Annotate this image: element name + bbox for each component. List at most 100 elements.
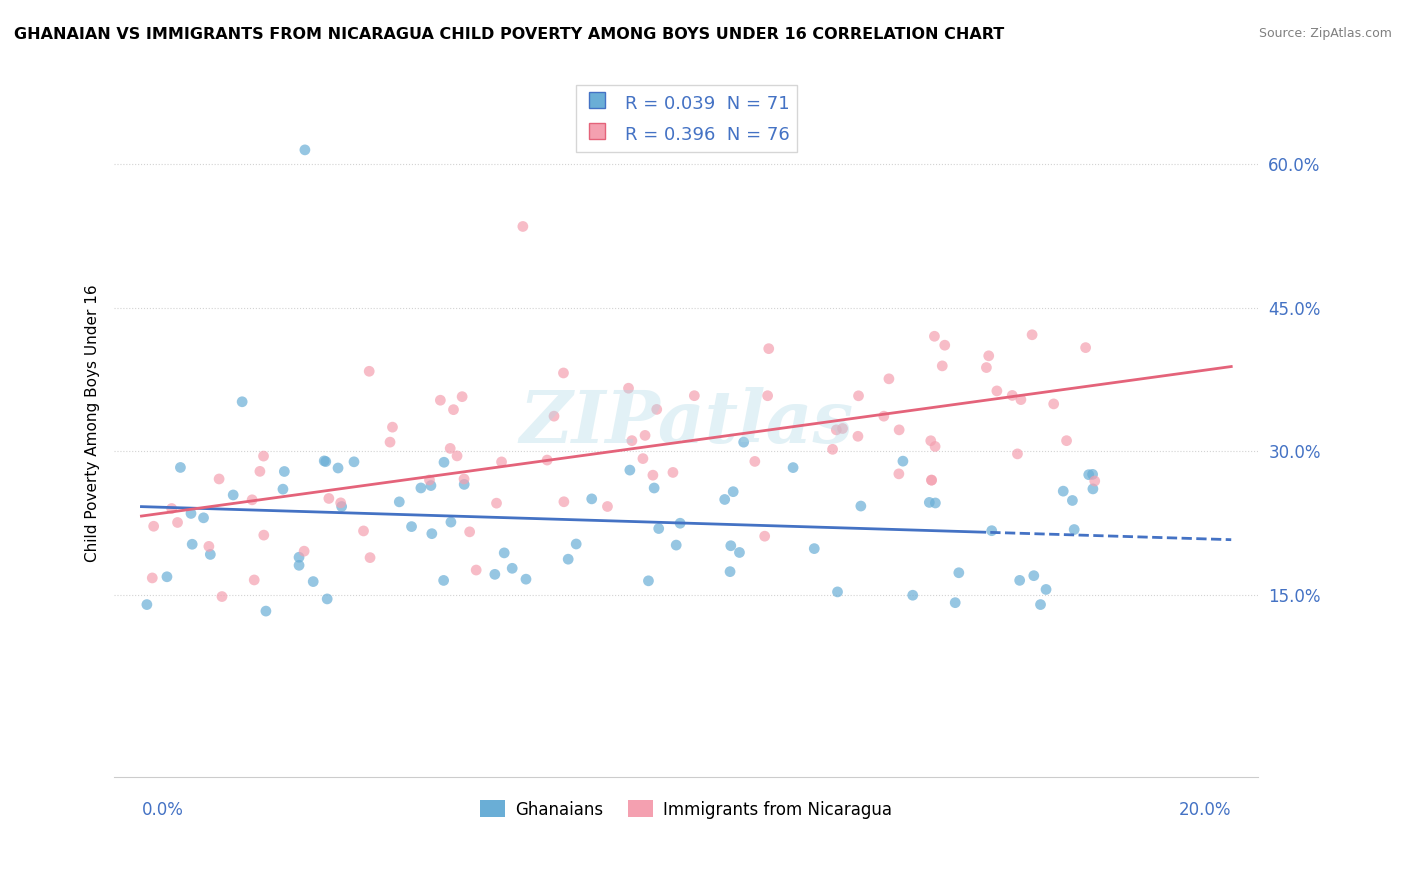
Point — [484, 567, 506, 582]
Point — [156, 570, 179, 584]
Point — [292, 544, 315, 558]
Point — [240, 492, 263, 507]
Point — [924, 329, 946, 343]
Point — [1063, 523, 1085, 537]
Point — [249, 464, 271, 478]
Point — [877, 372, 900, 386]
Point — [920, 434, 942, 448]
Point — [512, 219, 534, 234]
Point — [581, 491, 603, 506]
Point — [271, 482, 294, 496]
Point — [420, 526, 443, 541]
Point — [665, 538, 688, 552]
Point — [634, 428, 657, 442]
Point — [1035, 582, 1057, 597]
Point — [166, 516, 188, 530]
Point — [921, 473, 943, 487]
Point — [557, 552, 579, 566]
Point — [758, 342, 780, 356]
Point — [645, 402, 668, 417]
Point — [491, 455, 513, 469]
Point — [160, 501, 183, 516]
Point — [931, 359, 953, 373]
Point — [831, 421, 853, 435]
Point — [318, 491, 340, 506]
Point — [1010, 392, 1032, 407]
Point — [193, 511, 215, 525]
Point — [180, 507, 202, 521]
Point — [401, 519, 423, 533]
Point — [924, 440, 946, 454]
Point — [1062, 493, 1084, 508]
Point — [720, 539, 742, 553]
Point — [948, 566, 970, 580]
Point — [453, 472, 475, 486]
Text: 20.0%: 20.0% — [1178, 801, 1232, 819]
Point — [943, 596, 966, 610]
Point — [669, 516, 692, 531]
Point — [1081, 467, 1104, 482]
Point — [169, 460, 191, 475]
Point — [1021, 327, 1043, 342]
Point — [1052, 484, 1074, 499]
Point — [821, 442, 844, 457]
Point — [637, 574, 659, 588]
Point — [243, 573, 266, 587]
Point — [641, 468, 664, 483]
Point — [1042, 397, 1064, 411]
Point — [288, 558, 311, 573]
Point — [977, 349, 1000, 363]
Point — [378, 435, 401, 450]
Point — [409, 481, 432, 495]
Point — [565, 537, 588, 551]
Point — [728, 545, 751, 559]
Point — [713, 492, 735, 507]
Point — [326, 461, 349, 475]
Point — [252, 449, 274, 463]
Point — [976, 360, 998, 375]
Point — [443, 402, 465, 417]
Text: ZIPatlas: ZIPatlas — [519, 387, 853, 458]
Point — [1074, 341, 1097, 355]
Point — [873, 409, 896, 424]
Point — [315, 454, 337, 468]
Point — [501, 561, 523, 575]
Point — [294, 143, 316, 157]
Point — [135, 598, 157, 612]
Point — [142, 519, 165, 533]
Point — [543, 409, 565, 424]
Point — [316, 591, 339, 606]
Text: 0.0%: 0.0% — [142, 801, 183, 819]
Legend: Ghanaians, Immigrants from Nicaragua: Ghanaians, Immigrants from Nicaragua — [474, 794, 898, 825]
Point — [420, 478, 443, 492]
Text: GHANAIAN VS IMMIGRANTS FROM NICARAGUA CHILD POVERTY AMONG BOYS UNDER 16 CORRELAT: GHANAIAN VS IMMIGRANTS FROM NICARAGUA CH… — [14, 27, 1004, 42]
Point — [803, 541, 825, 556]
Point — [453, 477, 475, 491]
Point — [208, 472, 231, 486]
Point — [846, 429, 869, 443]
Point — [617, 381, 640, 395]
Point — [343, 455, 366, 469]
Point — [643, 481, 665, 495]
Point — [1077, 467, 1099, 482]
Point — [253, 528, 276, 542]
Point — [439, 442, 461, 456]
Point — [329, 496, 352, 510]
Point — [433, 574, 456, 588]
Point — [986, 384, 1008, 398]
Point — [782, 460, 804, 475]
Point — [1056, 434, 1078, 448]
Point — [901, 588, 924, 602]
Point — [1007, 447, 1029, 461]
Point — [891, 454, 914, 468]
Point — [254, 604, 277, 618]
Point — [141, 571, 163, 585]
Y-axis label: Child Poverty Among Boys Under 16: Child Poverty Among Boys Under 16 — [86, 284, 100, 561]
Point — [211, 590, 233, 604]
Point — [619, 463, 641, 477]
Point — [388, 495, 411, 509]
Point — [756, 389, 779, 403]
Point — [924, 496, 946, 510]
Point — [222, 488, 245, 502]
Point — [980, 524, 1002, 538]
